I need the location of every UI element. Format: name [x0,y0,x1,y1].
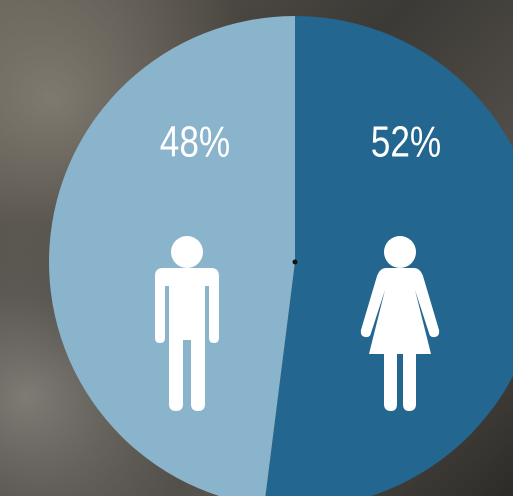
man-icon [155,236,219,411]
woman-icon [360,236,440,411]
center-dot [292,259,298,265]
value-label: 52% [371,118,441,167]
labels: 52% 48% [160,118,441,167]
value-label: 48% [160,118,230,167]
